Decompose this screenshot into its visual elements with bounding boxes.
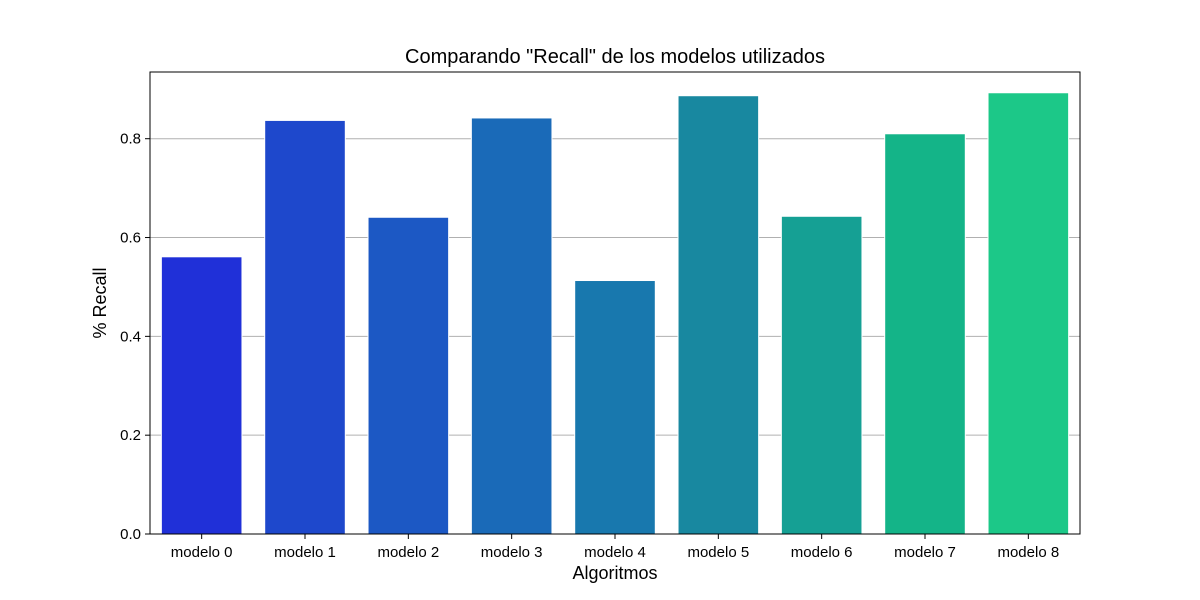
x-tick-label: modelo 2: [377, 544, 439, 561]
y-tick-label: 0.2: [120, 427, 141, 444]
x-axis-label: Algoritmos: [572, 563, 657, 583]
bar-modelo-7: [884, 133, 966, 535]
x-tick-label: modelo 1: [274, 544, 336, 561]
x-tick-label: modelo 3: [481, 544, 543, 561]
y-tick-label: 0.8: [120, 131, 141, 148]
y-tick-label: 0.4: [120, 328, 141, 345]
x-axis-ticks: modelo 0 modelo 1 modelo 2 modelo 3 modelo 4…: [171, 534, 1059, 561]
bar-modelo-5: [677, 95, 760, 535]
x-tick-label: modelo 4: [584, 544, 646, 561]
bar-modelo-3: [470, 117, 553, 535]
x-tick-label: modelo 8: [997, 544, 1059, 561]
chart-title: Comparando "Recall" de los modelos utili…: [405, 46, 825, 68]
bar-modelo-8: [987, 92, 1070, 535]
x-tick-label: modelo 7: [894, 544, 956, 561]
bar-modelo-6: [780, 215, 863, 535]
y-tick-label: 0.0: [120, 526, 141, 543]
bars: [160, 92, 1070, 535]
y-axis-ticks: 0.0 0.2 0.4 0.6 0.8: [120, 131, 150, 543]
bar-modelo-0: [160, 256, 243, 535]
x-tick-label: modelo 5: [687, 544, 749, 561]
x-tick-label: modelo 0: [171, 544, 233, 561]
bar-modelo-4: [574, 280, 656, 535]
y-tick-label: 0.6: [120, 230, 141, 247]
x-tick-label: modelo 6: [791, 544, 853, 561]
bar-modelo-1: [264, 119, 346, 535]
y-axis-label: % Recall: [90, 267, 110, 338]
bar-modelo-2: [367, 216, 450, 535]
